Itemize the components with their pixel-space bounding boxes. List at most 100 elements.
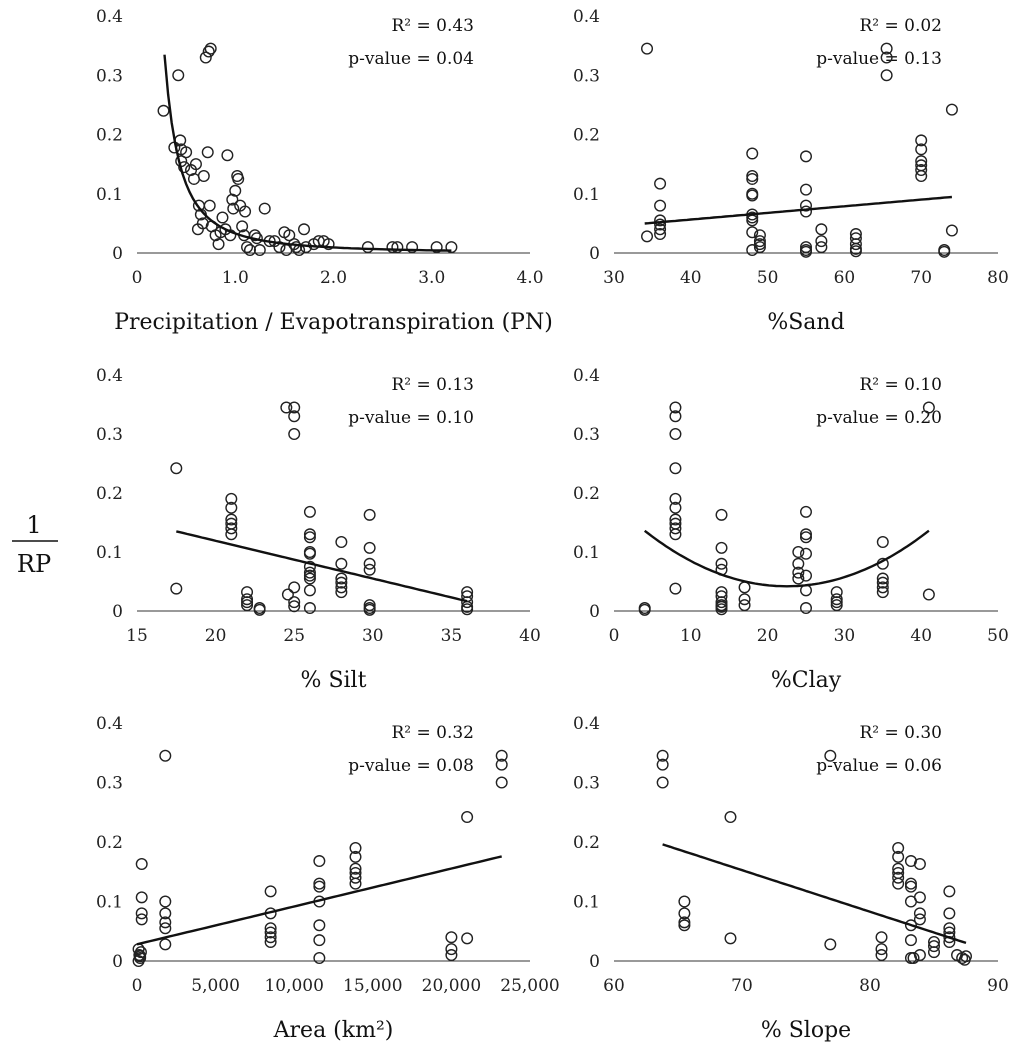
data-point — [495, 776, 508, 789]
data-point — [180, 146, 193, 159]
x-tick-label: 50 — [987, 626, 1009, 646]
x-tick-label: 25 — [283, 626, 305, 646]
y-tick-label: 0.3 — [96, 66, 123, 86]
trend-line — [643, 529, 930, 588]
x-tick-label: 5,000 — [191, 976, 240, 996]
data-point — [386, 241, 399, 254]
data-point — [283, 229, 296, 242]
data-point — [738, 599, 751, 612]
x-tick-label: 1.0 — [222, 268, 249, 288]
x-axis-label: %Clay — [771, 668, 842, 693]
data-point — [225, 522, 238, 535]
data-point — [800, 205, 813, 218]
data-point — [943, 885, 956, 898]
data-point — [849, 238, 862, 251]
data-point — [943, 931, 956, 944]
y-tick-label: 0.4 — [96, 366, 123, 386]
data-point — [303, 602, 316, 615]
y-tick-label: 0.3 — [573, 774, 600, 794]
data-point — [430, 241, 443, 254]
data-point — [132, 955, 145, 968]
y-tick-label: 0 — [112, 602, 123, 622]
data-point — [264, 922, 277, 935]
data-point — [678, 907, 691, 920]
trend-line — [136, 855, 502, 946]
data-point — [349, 850, 362, 863]
p-value-label: p-value = 0.10 — [348, 408, 474, 428]
data-point — [815, 223, 828, 236]
data-point — [915, 134, 928, 147]
x-tick-label: 30 — [603, 268, 625, 288]
y-label-numerator: 1 — [26, 511, 41, 539]
data-point — [225, 513, 238, 526]
r-squared-label: R² = 0.30 — [859, 723, 942, 743]
data-point — [928, 940, 941, 953]
x-tick-label: 90 — [987, 976, 1009, 996]
data-point — [241, 599, 254, 612]
x-tick-label: 20 — [205, 626, 227, 646]
data-point — [800, 602, 813, 615]
x-tick-label: 2.0 — [320, 268, 347, 288]
data-point — [445, 943, 458, 956]
y-tick-label: 0 — [112, 952, 123, 972]
data-point — [313, 877, 326, 890]
data-point — [945, 224, 958, 237]
data-point — [159, 907, 172, 920]
data-point — [746, 226, 759, 239]
data-point — [241, 241, 254, 254]
data-point — [654, 199, 667, 212]
data-point — [391, 241, 404, 254]
data-point — [875, 943, 888, 956]
data-point — [461, 932, 474, 945]
y-tick-label: 0.1 — [96, 543, 123, 563]
data-point — [241, 593, 254, 606]
data-point — [170, 462, 183, 475]
data-point — [669, 462, 682, 475]
data-point — [264, 931, 277, 944]
x-tick-label: 15 — [126, 626, 148, 646]
data-point — [313, 952, 326, 965]
data-point — [669, 492, 682, 505]
data-point — [335, 586, 348, 599]
data-point — [273, 241, 286, 254]
data-point — [134, 950, 147, 963]
data-point — [753, 238, 766, 251]
data-point — [349, 871, 362, 884]
chart-panel-4: 0 0.1 0.2 0.3 0.4 0 10 20 30 40 50 %Clay R² = 0.10 p-… — [573, 366, 1009, 693]
y-tick-label: 0.3 — [96, 774, 123, 794]
data-point — [212, 238, 225, 251]
x-tick-label: 40 — [910, 626, 932, 646]
y-tick-label: 0.2 — [96, 833, 123, 853]
data-point — [800, 505, 813, 518]
x-tick-label: 0 — [132, 268, 143, 288]
data-point — [303, 569, 316, 582]
r-squared-label: R² = 0.43 — [391, 16, 474, 36]
data-point — [800, 569, 813, 582]
data-point — [876, 581, 889, 594]
data-point — [880, 51, 893, 64]
data-point — [134, 946, 147, 959]
data-point — [264, 926, 277, 939]
data-point — [264, 885, 277, 898]
data-point — [876, 535, 889, 548]
data-point — [303, 560, 316, 573]
data-point — [904, 880, 917, 893]
data-point — [135, 891, 148, 904]
x-tick-label: 10 — [680, 626, 702, 646]
data-point — [641, 230, 654, 243]
data-point — [303, 572, 316, 585]
data-point — [746, 244, 759, 257]
data-point — [638, 603, 651, 616]
x-tick-label: 20,000 — [422, 976, 481, 996]
trend-line — [176, 530, 468, 603]
data-point — [313, 855, 326, 868]
y-tick-label: 0 — [589, 602, 600, 622]
data-point — [349, 841, 362, 854]
trend-line — [644, 195, 952, 225]
data-point — [288, 401, 301, 414]
data-point — [943, 922, 956, 935]
data-point — [892, 862, 905, 875]
data-point — [753, 241, 766, 254]
data-point — [738, 581, 751, 594]
x-tick-label: 30 — [834, 626, 856, 646]
